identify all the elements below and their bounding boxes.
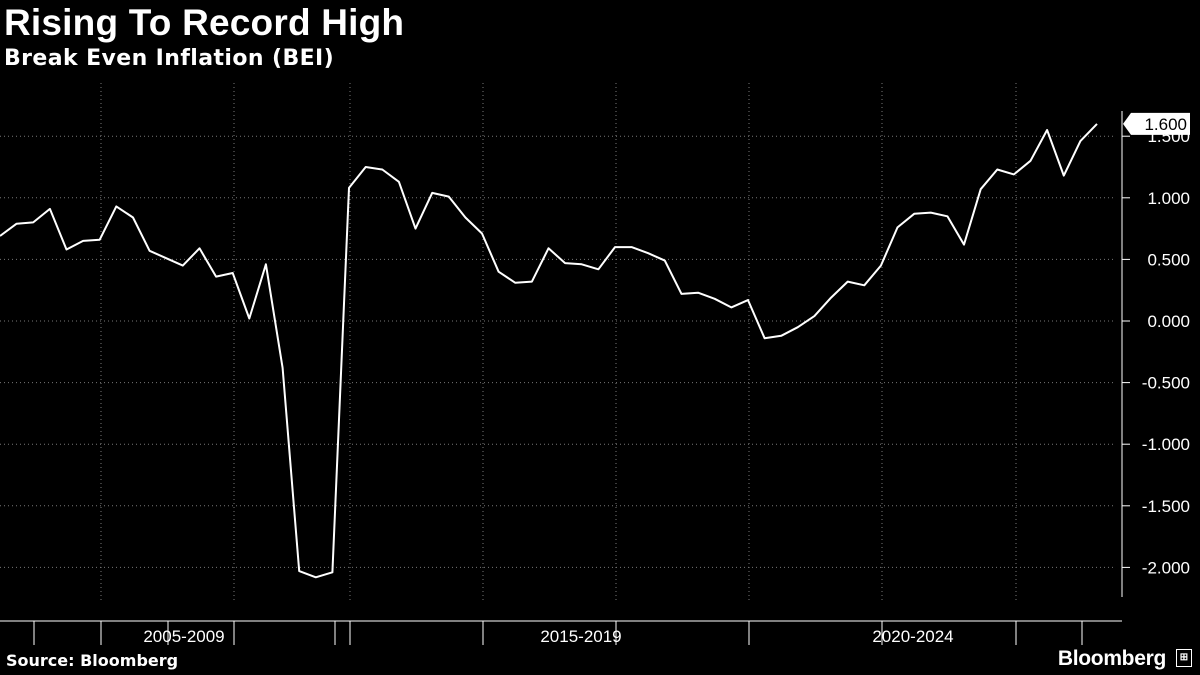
y-tick-label: 0.000: [1147, 312, 1190, 331]
last-value-callout: [1123, 112, 1190, 135]
series-layer: [0, 123, 1098, 579]
source-note: Source: Bloomberg: [6, 651, 179, 670]
y-tick-label: 0.500: [1147, 250, 1190, 269]
axes: [0, 111, 1130, 645]
y-tick-label: -0.500: [1142, 374, 1190, 393]
terminal-icon: ⊞: [1176, 649, 1192, 667]
y-tick-label: -1.000: [1142, 435, 1190, 454]
series-line: [0, 123, 1098, 579]
x-category-label: 2015-2019: [540, 627, 621, 646]
y-tick-label: 1.000: [1147, 189, 1190, 208]
last-value-label: 1.600: [1144, 115, 1187, 134]
labels: 1.5001.0000.5000.000-0.500-1.000-1.500-2…: [143, 112, 1190, 646]
y-tick-label: -2.000: [1142, 558, 1190, 577]
x-category-label: 2005-2009: [143, 627, 224, 646]
bloomberg-logo: Bloomberg: [1057, 647, 1166, 670]
chart-title: Rising To Record High: [4, 2, 405, 43]
x-category-label: 2020-2024: [872, 627, 953, 646]
grid: [0, 83, 1113, 603]
chart-subtitle: Break Even Inflation (BEI): [4, 46, 335, 71]
y-tick-label: -1.500: [1142, 497, 1190, 516]
